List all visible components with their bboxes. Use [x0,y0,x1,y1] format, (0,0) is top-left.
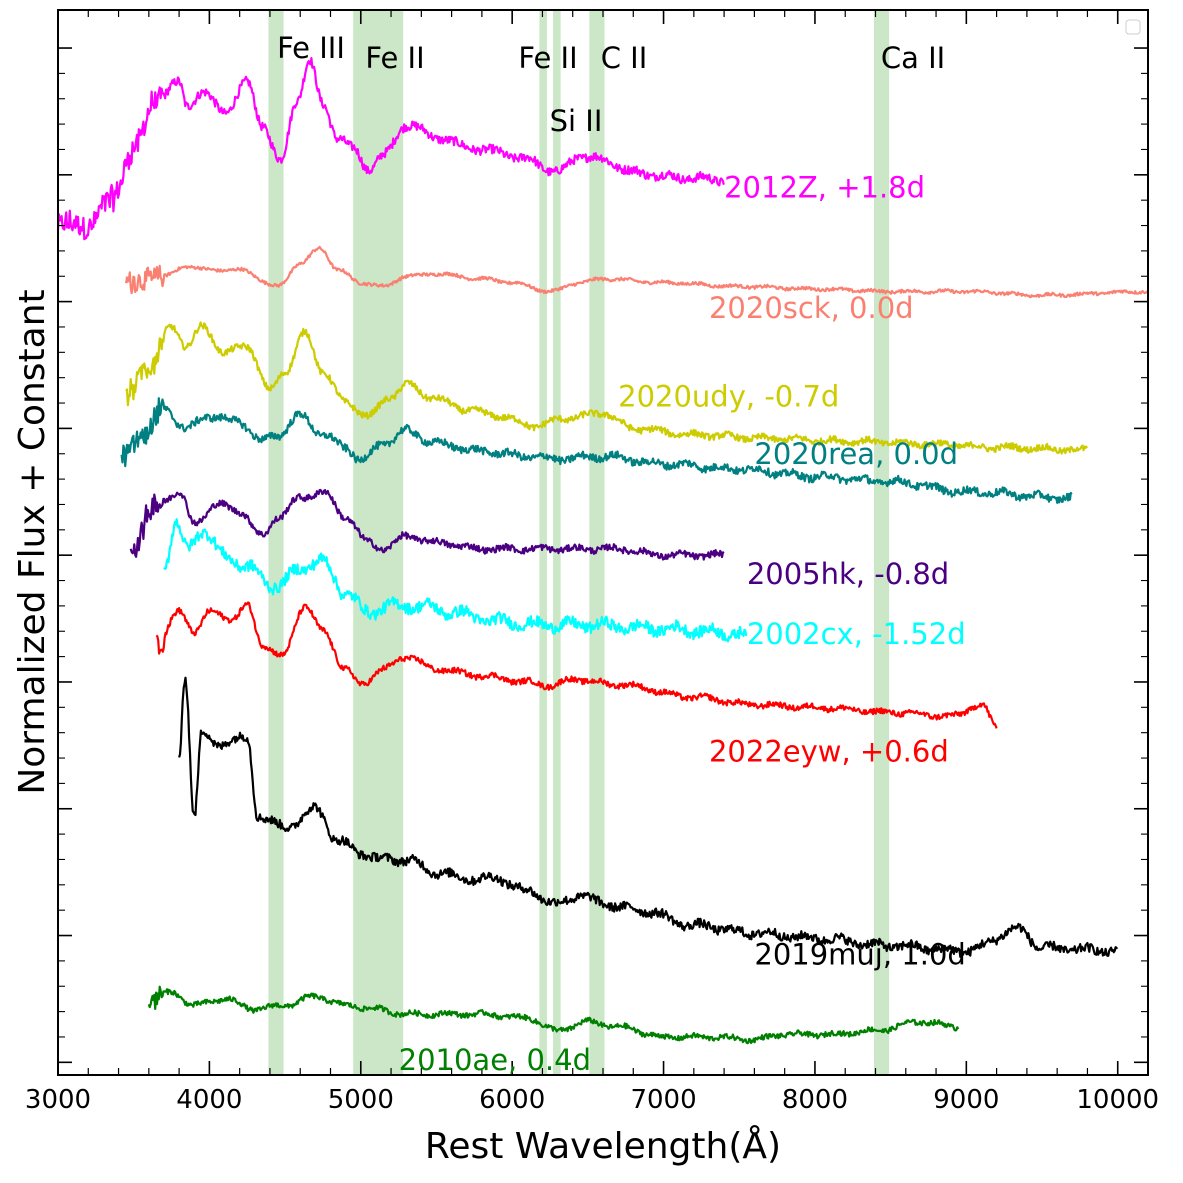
band-label-fe-ii: Fe II [365,41,424,75]
series-label-2022eyw: 2022eyw, +0.6d [709,735,949,769]
spectrum-2002cx [163,518,748,643]
spectrum-2020rea [120,397,1073,504]
axis-ticks: 3000 4000 5000 6000 7000 8000 9000 10000 [25,10,1159,1115]
spectrum-2022eyw [155,601,998,729]
band-label-fe-ii: Fe II [518,41,577,75]
x-tick-label: 4000 [176,1085,242,1115]
spectrum-2005hk [129,488,725,561]
series-label-2005hk: 2005hk, -0.8d [747,557,949,591]
band-labels: Fe III Fe II Fe II Si II C II Ca II [277,31,945,138]
spectrum-2010ae [147,985,960,1045]
band-label-ca-ii: Ca II [881,41,945,75]
series-label-2020udy: 2020udy, -0.7d [618,380,839,414]
band-label-c-ii: C II [601,41,648,75]
series-label-2012Z: 2012Z, +1.8d [724,171,925,205]
legend-box [1125,19,1141,35]
band-fe-ii-2 [539,10,547,1075]
band-ca-ii-5 [873,10,890,1075]
x-axis-title: Rest Wavelength(Å) [425,1124,781,1167]
spectrum-2012Z [56,57,725,241]
series-labels: 2012Z, +1.8d 2020sck, 0.0d 2020udy, -0.7d 2… [399,171,966,1077]
x-tick-label: 6000 [479,1085,545,1115]
x-tick-label: 3000 [25,1085,91,1115]
band-si-ii-3 [553,10,561,1075]
spectrum-2019muj [178,676,1119,958]
series-label-2020rea: 2020rea, 0.0d [754,437,958,471]
series-label-2020sck: 2020sck, 0.0d [709,291,914,325]
x-tick-label: 8000 [782,1085,848,1115]
spectra-series [56,57,1150,1045]
series-label-2002cx: 2002cx, -1.52d [747,617,966,651]
band-label-si-ii: Si II [550,104,603,138]
x-tick-label: 9000 [933,1085,999,1115]
band-fe-iii-0 [268,10,284,1075]
y-axis-title: Normalized Flux + Constant [12,289,53,794]
band-c-ii-4 [589,10,605,1075]
series-label-2019muj: 2019muj, 1.0d [754,938,965,972]
x-tick-label: 5000 [328,1085,394,1115]
x-tick-label: 10000 [1076,1085,1159,1115]
x-tick-label: 7000 [630,1085,696,1115]
series-label-2010ae: 2010ae, 0.4d [399,1043,591,1077]
spectrum-2020udy [125,321,1089,455]
spectrum-2020sck [125,245,1150,299]
band-label-fe-iii: Fe III [277,31,345,65]
